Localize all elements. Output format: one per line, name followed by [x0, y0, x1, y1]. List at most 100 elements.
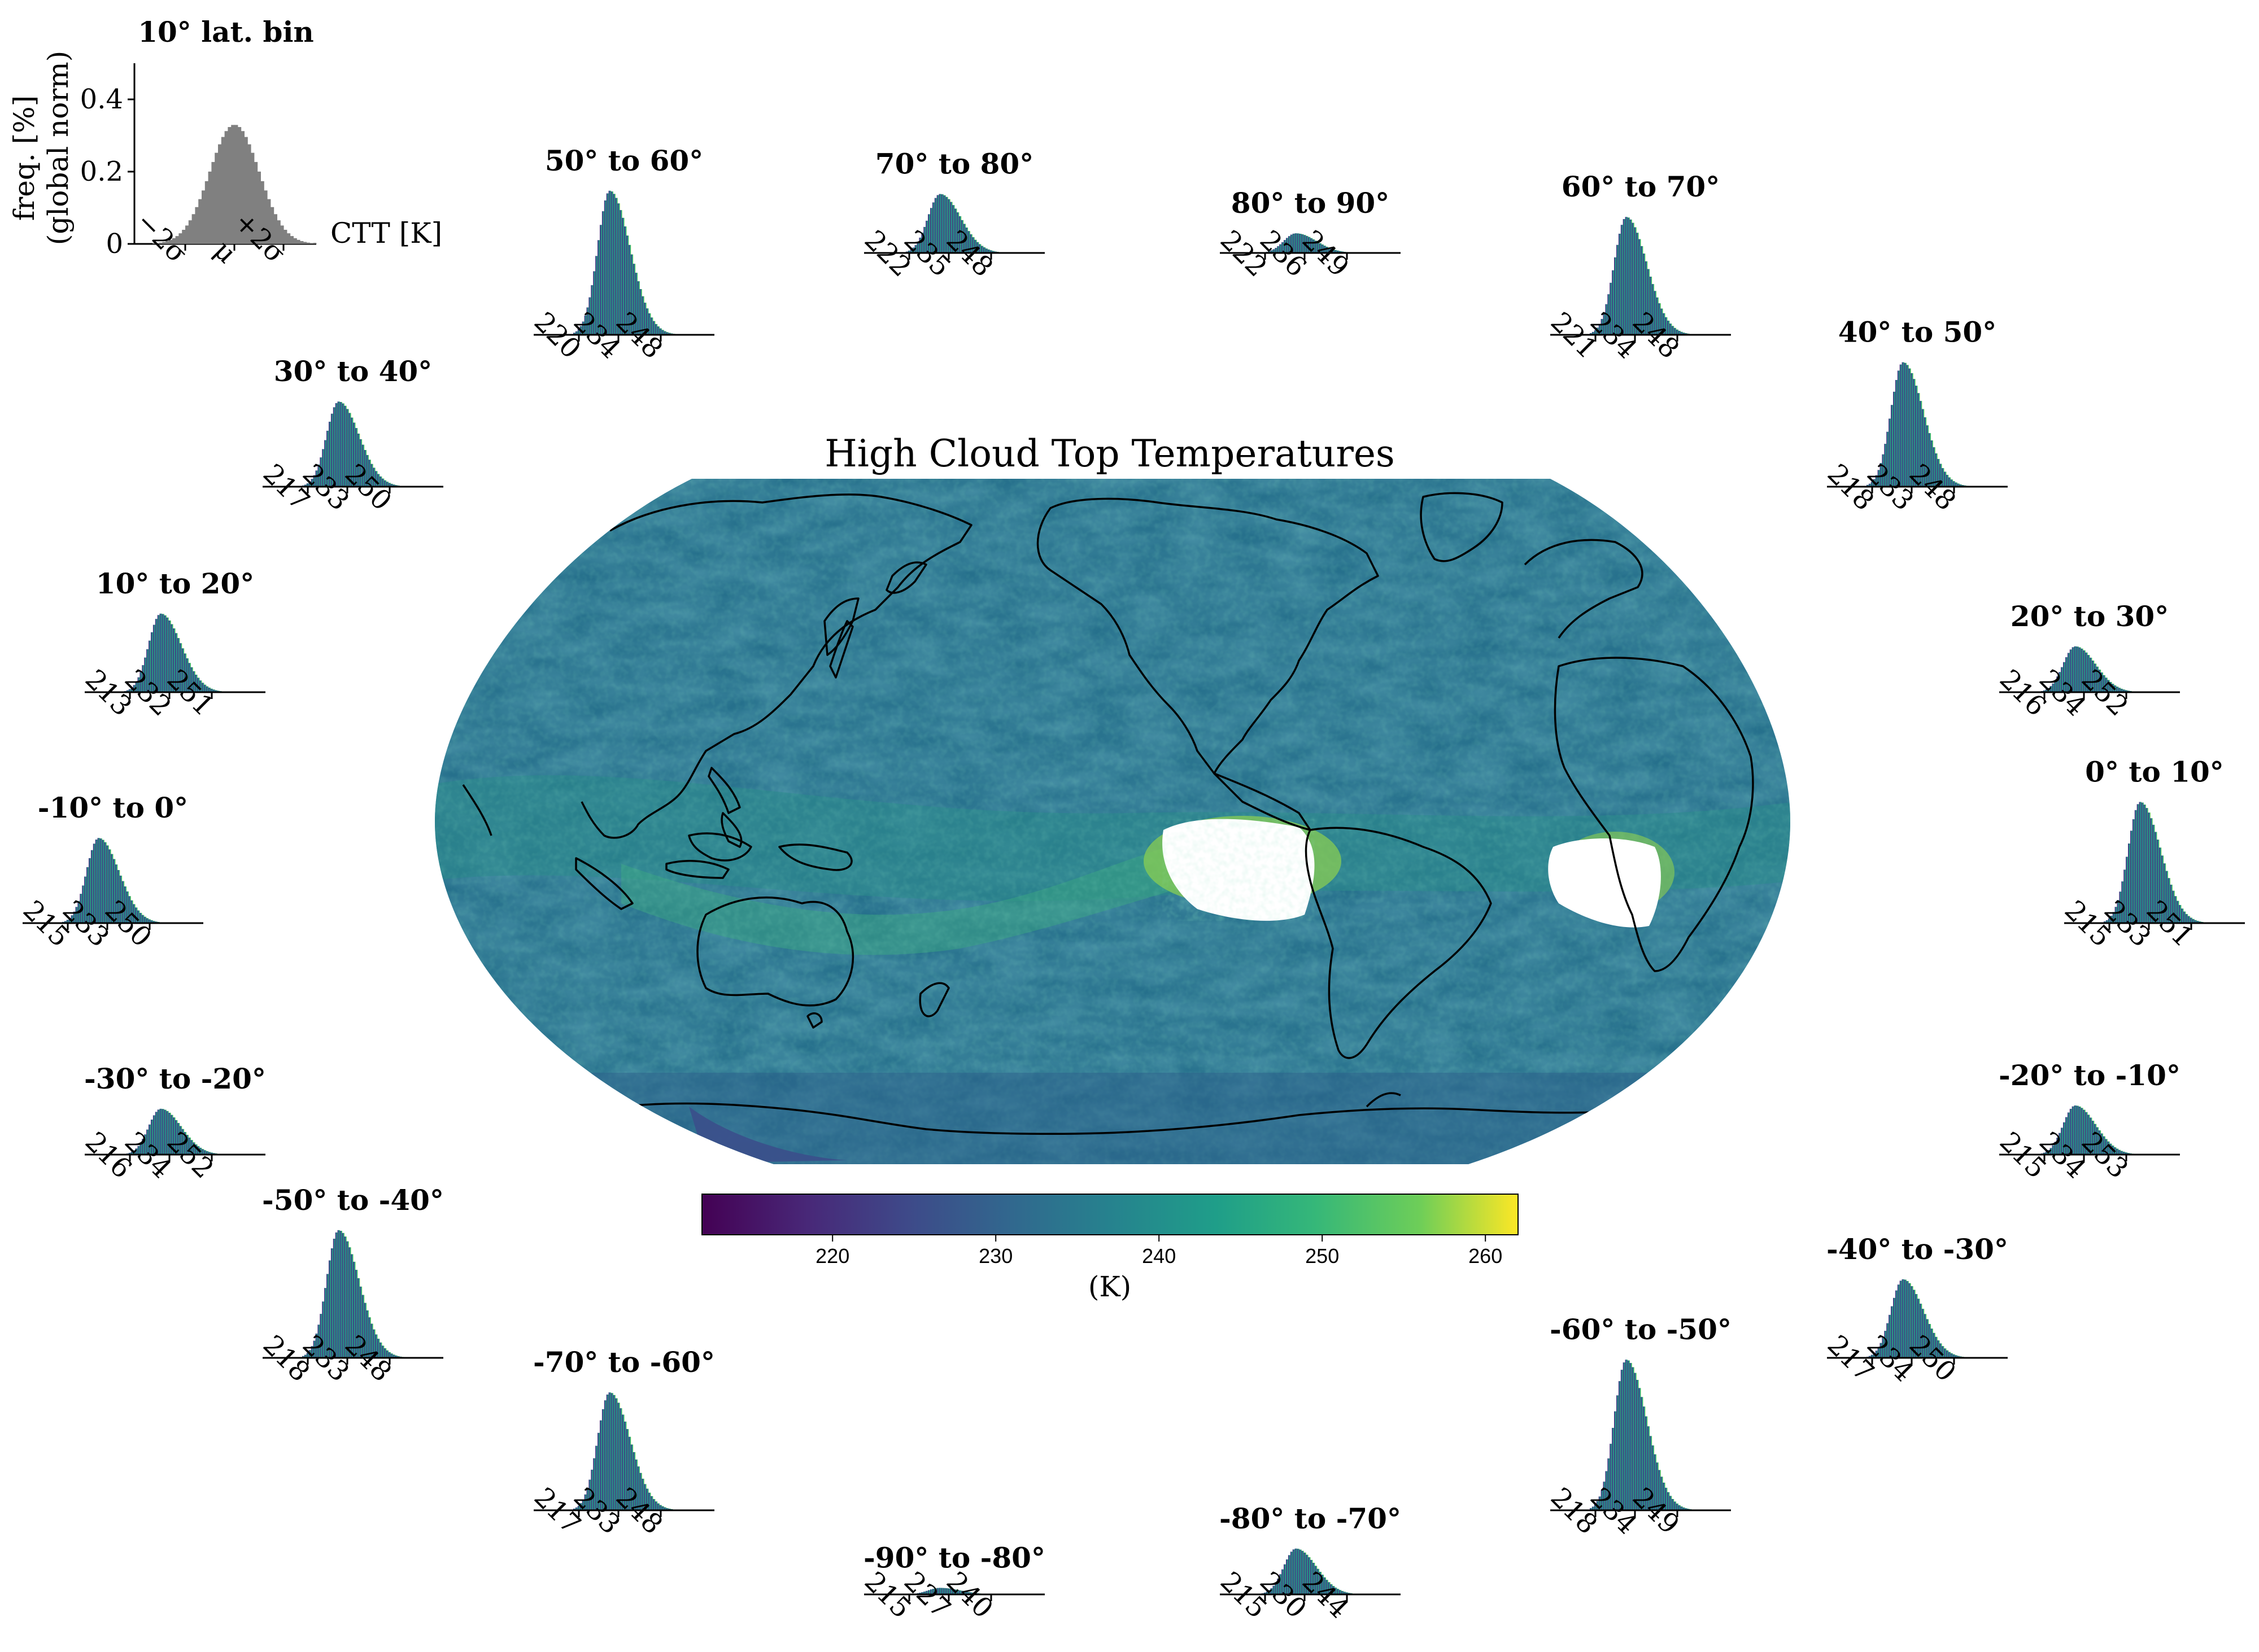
bin-bar — [1676, 329, 1679, 335]
bin-bar — [921, 233, 924, 253]
bin-bar — [137, 677, 140, 692]
bin-bar — [2103, 675, 2105, 692]
bin-bar — [124, 886, 127, 923]
legend-inset-bar — [260, 181, 264, 244]
bin-bar — [630, 254, 634, 335]
bin-bar — [1634, 227, 1637, 335]
bin-bar — [601, 211, 605, 335]
bin-bar — [1870, 482, 1874, 487]
bin-bar — [2118, 688, 2121, 692]
bin-bar — [1292, 1549, 1296, 1594]
bin-bar — [1591, 1506, 1595, 1510]
bin-bar — [388, 1352, 391, 1358]
legend-inset-bar — [172, 238, 176, 244]
bin-bar — [1636, 233, 1639, 335]
bin-bar — [1952, 1354, 1956, 1358]
bin-bar — [168, 620, 171, 692]
legend-inset-bar — [277, 220, 281, 244]
bin-title: 50° to 60° — [545, 144, 703, 177]
bin-bar — [2117, 900, 2120, 923]
bin-bar — [2098, 670, 2101, 692]
bin-bar — [141, 915, 145, 923]
bin-histogram — [124, 613, 226, 692]
bin-bar — [1620, 225, 1624, 335]
bin-bar — [1685, 1508, 1687, 1510]
bin-bar — [344, 405, 347, 487]
bin-bar — [1591, 331, 1595, 335]
bin-bar — [2112, 912, 2116, 923]
bin-bar — [1607, 1458, 1610, 1510]
bin-bar — [1281, 242, 1284, 253]
bin-bar — [961, 220, 964, 253]
bin-bar — [926, 220, 928, 253]
bin-bar — [1598, 324, 1602, 335]
bin-bar — [2194, 920, 2197, 923]
bin-bar — [1942, 468, 1944, 487]
bin-bar — [1875, 1351, 1878, 1358]
bin-bar — [177, 1123, 180, 1155]
bin-bar — [624, 226, 627, 335]
bin-bar — [1937, 458, 1940, 487]
bin-bar — [1338, 1590, 1342, 1594]
bin-bar — [342, 403, 344, 487]
bin-bar — [212, 689, 215, 692]
bin-title: 40° to 50° — [1838, 316, 1996, 349]
bin-bar — [1671, 326, 1674, 335]
bin-title: 20° to 30° — [2011, 600, 2169, 633]
bin-bar — [188, 1137, 191, 1155]
bin-bar — [979, 244, 982, 253]
bin-bar — [1933, 447, 1935, 487]
bin-bar — [137, 910, 140, 923]
colorbar-tick-label: 230 — [979, 1244, 1013, 1268]
bin-bar — [2045, 1151, 2048, 1155]
bin-bar — [326, 430, 329, 487]
bin-bar — [1875, 475, 1878, 487]
bin-title: -90° to -80° — [864, 1541, 1045, 1574]
bin-bar — [1314, 241, 1318, 253]
bin-bar — [157, 615, 160, 692]
bin-bar — [2098, 1130, 2101, 1155]
bin-bar — [2094, 663, 2097, 692]
bin-bar — [208, 687, 211, 692]
bin-bar — [1636, 1380, 1639, 1510]
bin-tick-label: 249 — [1296, 224, 1355, 283]
bin-bar — [626, 235, 629, 335]
bin-bar — [380, 1342, 382, 1358]
bin-bar — [1616, 1395, 1619, 1510]
bin-bar — [659, 328, 662, 335]
bin-bar — [2134, 810, 2138, 923]
bin-bar — [921, 1592, 924, 1594]
bin-bar — [646, 308, 649, 335]
bin-bar — [2059, 672, 2061, 692]
legend-inset-bar — [204, 181, 209, 244]
bin-bar — [1638, 239, 1641, 335]
bin-bar — [2049, 686, 2053, 692]
bin-bar — [2065, 657, 2068, 692]
legend-inset-bar — [202, 190, 206, 244]
bin-histogram — [1259, 1548, 1359, 1594]
bin-bar — [972, 1592, 975, 1594]
bin-bar — [1279, 244, 1282, 253]
legend-inset-bar — [257, 171, 261, 244]
bin-bar — [941, 194, 944, 253]
bin-bar — [1946, 475, 1949, 487]
bin-bar — [2091, 661, 2095, 692]
bin-bar — [2185, 914, 2188, 923]
legend-inset-bar — [228, 127, 232, 244]
bin-bar — [2128, 844, 2131, 923]
bin-bar — [2105, 678, 2108, 692]
bin-bar — [1893, 1297, 1896, 1358]
legend-inset-histogram — [152, 125, 317, 244]
bin-bar — [121, 881, 125, 923]
bin-bar — [624, 1421, 627, 1510]
bin-bar — [1924, 1314, 1927, 1358]
legend-inset-bar — [234, 125, 238, 244]
legend-inset-ylabel-1: freq. [%] — [8, 95, 41, 221]
bin-bar — [2076, 646, 2079, 692]
bin-bar — [1950, 1353, 1953, 1358]
bin-bar — [1868, 1356, 1872, 1358]
bin-bar — [304, 1354, 307, 1358]
bin-bar — [333, 407, 336, 487]
